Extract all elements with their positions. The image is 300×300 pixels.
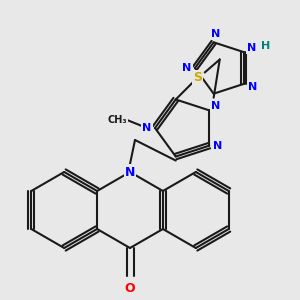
Text: S: S [193, 71, 202, 84]
Text: N: N [125, 166, 135, 178]
Text: N: N [211, 29, 220, 39]
Text: N: N [182, 63, 192, 73]
Text: N: N [248, 82, 257, 92]
Text: N: N [213, 141, 222, 151]
Text: N: N [211, 101, 220, 111]
Text: H: H [261, 41, 271, 51]
Text: CH₃: CH₃ [107, 115, 127, 125]
Text: N: N [142, 123, 152, 133]
Text: O: O [125, 281, 135, 295]
Text: N: N [247, 43, 256, 53]
